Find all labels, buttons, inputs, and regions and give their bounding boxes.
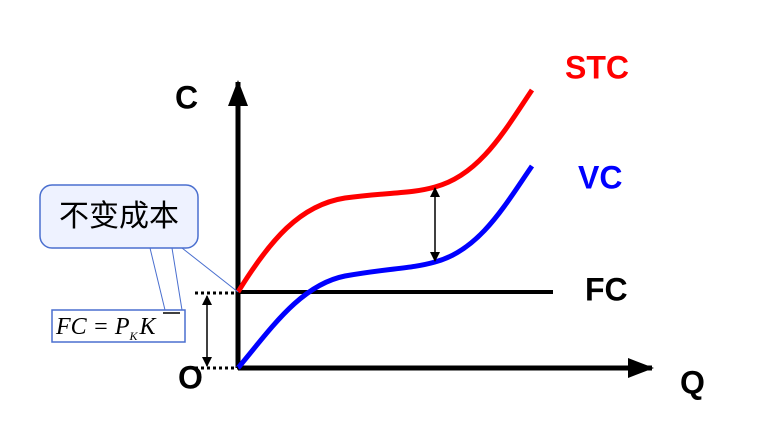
origin-label: O [178, 359, 203, 395]
x-axis-label: Q [680, 364, 705, 400]
callout-pointer [149, 247, 239, 311]
formula-main: FC = P [55, 314, 130, 340]
callout-box [39, 184, 199, 249]
vc-label: VC [578, 159, 622, 195]
formula: FC = PKK [55, 314, 158, 343]
formula-k: K [139, 314, 158, 340]
formula-subscript: K [129, 329, 139, 343]
callout-text: 不变成本 [59, 200, 179, 233]
vc-curve [236, 164, 535, 370]
stc-label: STC [565, 49, 629, 85]
stc-curve [235, 88, 535, 294]
formula-box [51, 309, 186, 343]
y-axis-label: C [175, 79, 198, 115]
fc-label: FC [585, 271, 628, 307]
